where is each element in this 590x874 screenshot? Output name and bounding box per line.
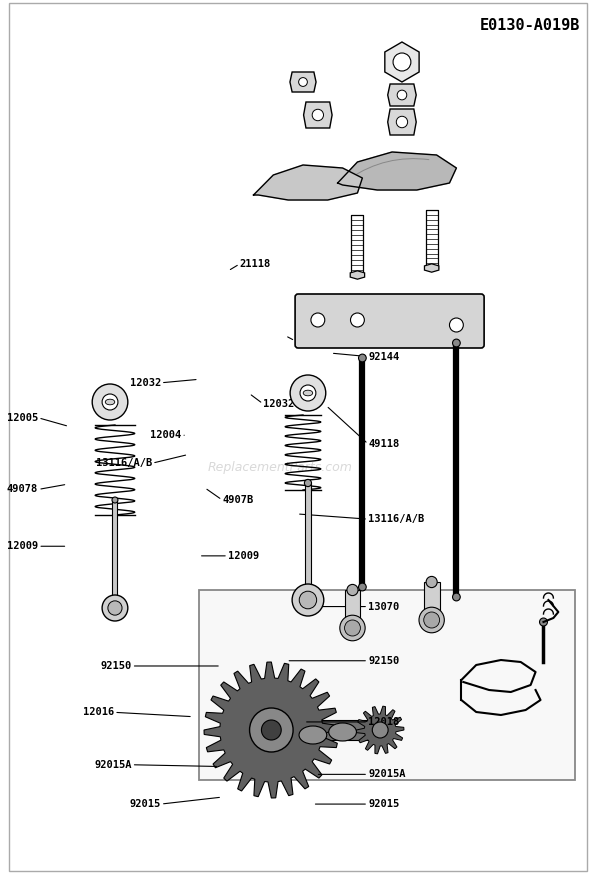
Text: 4907B: 4907B — [222, 495, 253, 505]
Polygon shape — [254, 165, 362, 200]
Circle shape — [424, 612, 440, 628]
Circle shape — [299, 78, 307, 87]
Polygon shape — [204, 662, 339, 798]
Text: 92043: 92043 — [295, 336, 326, 346]
Text: 49118: 49118 — [368, 439, 399, 449]
Text: 92015A: 92015A — [368, 769, 405, 780]
Bar — [345, 590, 360, 628]
Text: 12009: 12009 — [7, 541, 38, 551]
Circle shape — [359, 354, 366, 362]
Text: 92150: 92150 — [100, 661, 132, 671]
Polygon shape — [350, 271, 365, 279]
Bar — [293, 720, 378, 740]
Text: 12032: 12032 — [263, 399, 294, 409]
Circle shape — [340, 615, 365, 641]
Text: 12018: 12018 — [368, 717, 399, 727]
Polygon shape — [290, 72, 316, 92]
Circle shape — [102, 394, 118, 410]
Text: 21118: 21118 — [240, 259, 271, 269]
Circle shape — [311, 313, 324, 327]
Text: 12009: 12009 — [228, 551, 259, 561]
Text: 92015: 92015 — [130, 799, 161, 809]
FancyBboxPatch shape — [295, 294, 484, 348]
Text: 92015: 92015 — [368, 799, 399, 809]
Circle shape — [299, 591, 317, 609]
Text: 13116/A/B: 13116/A/B — [96, 458, 152, 468]
Text: 12016: 12016 — [83, 707, 114, 718]
Polygon shape — [388, 84, 416, 106]
Circle shape — [539, 618, 548, 626]
Circle shape — [419, 607, 444, 633]
Bar — [113, 500, 117, 608]
Ellipse shape — [105, 399, 115, 405]
Text: E0130-A019B: E0130-A019B — [480, 18, 580, 33]
Circle shape — [347, 585, 358, 595]
Circle shape — [300, 385, 316, 401]
Text: 92144: 92144 — [368, 351, 399, 362]
Circle shape — [102, 595, 128, 621]
Bar — [424, 582, 440, 620]
Circle shape — [92, 384, 128, 420]
Circle shape — [250, 708, 293, 752]
Circle shape — [450, 318, 463, 332]
Polygon shape — [337, 152, 457, 190]
Ellipse shape — [329, 723, 356, 741]
Circle shape — [372, 722, 388, 738]
Circle shape — [261, 720, 281, 740]
Circle shape — [108, 600, 122, 615]
Circle shape — [426, 576, 437, 587]
Text: 49078: 49078 — [7, 484, 38, 495]
Text: 92043A: 92043A — [342, 305, 379, 316]
Circle shape — [350, 313, 365, 327]
Polygon shape — [356, 706, 404, 754]
Ellipse shape — [303, 390, 313, 396]
Ellipse shape — [299, 726, 327, 744]
Circle shape — [396, 116, 408, 128]
Text: 92015A: 92015A — [94, 760, 132, 770]
Polygon shape — [304, 102, 332, 128]
Circle shape — [453, 339, 460, 347]
Circle shape — [453, 593, 460, 601]
Bar — [305, 483, 311, 600]
Circle shape — [312, 109, 323, 121]
Text: 92150: 92150 — [368, 656, 399, 666]
Text: 13116/A/B: 13116/A/B — [368, 514, 424, 524]
Circle shape — [290, 375, 326, 411]
Circle shape — [393, 53, 411, 71]
Text: 12004: 12004 — [150, 430, 181, 440]
Polygon shape — [385, 42, 419, 82]
Polygon shape — [424, 264, 439, 272]
Text: 12032: 12032 — [130, 378, 161, 388]
Text: ReplacementParts.com: ReplacementParts.com — [208, 461, 353, 474]
Circle shape — [112, 497, 118, 503]
Circle shape — [292, 584, 324, 616]
Bar — [199, 590, 575, 780]
Circle shape — [304, 480, 312, 487]
Text: 13070: 13070 — [368, 601, 399, 612]
Circle shape — [359, 583, 366, 591]
Polygon shape — [388, 109, 416, 135]
Text: 12005: 12005 — [7, 413, 38, 423]
Circle shape — [397, 90, 407, 100]
Circle shape — [345, 620, 360, 636]
